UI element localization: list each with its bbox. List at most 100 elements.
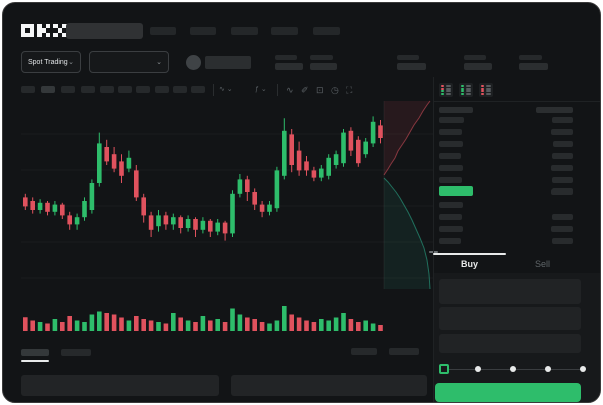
bottom-right-item-0[interactable]	[351, 348, 377, 355]
candle-body	[97, 143, 102, 183]
volume-bar	[45, 323, 50, 331]
bottom-right-item-1[interactable]	[389, 348, 419, 355]
volume-bar	[111, 314, 117, 331]
stat-label-4	[519, 55, 542, 60]
bottom-tab-1[interactable]	[61, 349, 91, 356]
asks-book-view[interactable]	[479, 83, 493, 97]
candle-body	[104, 147, 109, 162]
volume-bar	[141, 319, 146, 331]
candle-body	[193, 219, 198, 230]
slider-stop-3[interactable]	[545, 366, 551, 372]
bid-row-price-3[interactable]	[439, 238, 461, 244]
volume-bar	[67, 316, 72, 331]
last-price-badge[interactable]	[439, 186, 473, 196]
tab-sell[interactable]: Sell	[534, 259, 550, 269]
fullscreen-icon[interactable]: ⛶	[346, 85, 353, 95]
ask-row-price-5[interactable]	[439, 177, 462, 183]
bid-row-price-1[interactable]	[439, 214, 462, 220]
timeframe-button-3[interactable]	[81, 86, 95, 93]
nav-item-4[interactable]	[313, 27, 340, 35]
bid-row-amount-2	[551, 226, 573, 232]
volume-bar	[348, 319, 354, 331]
candle-body	[23, 197, 28, 207]
candle-body	[52, 204, 58, 212]
line-tool-icon[interactable]: ∿	[286, 85, 294, 95]
toolbar-dropdown-1[interactable]: ƒ ⌄	[255, 86, 267, 93]
camera-icon[interactable]: ⊡	[316, 85, 324, 95]
coin-icon	[186, 55, 201, 70]
bids-book-view[interactable]	[459, 83, 473, 97]
buy-submit-button[interactable]	[435, 383, 581, 402]
stat-label-1	[310, 55, 333, 60]
nav-item-2[interactable]	[231, 27, 258, 35]
candle-body	[222, 222, 228, 234]
volume-bar	[171, 313, 176, 331]
volume-bar	[23, 317, 28, 331]
ask-row-price-3[interactable]	[439, 153, 461, 159]
candle-body	[163, 215, 169, 225]
candle-body	[45, 202, 50, 212]
search-input[interactable]	[66, 23, 143, 39]
timeframe-button-0[interactable]	[21, 86, 35, 93]
order-field-1[interactable]	[439, 307, 581, 330]
order-field-2[interactable]	[439, 334, 581, 353]
nav-item-1[interactable]	[190, 27, 216, 35]
okx-logo	[21, 24, 67, 38]
candle-body	[370, 121, 376, 144]
timeframe-button-2[interactable]	[61, 86, 75, 93]
pair-name-placeholder	[205, 56, 251, 69]
volume-bar	[245, 317, 250, 331]
panel-divider	[433, 77, 434, 402]
timeframe-button-4[interactable]	[100, 86, 114, 93]
timeframe-button-8[interactable]	[173, 86, 187, 93]
ask-row-amount-4	[551, 165, 573, 171]
nav-item-3[interactable]	[271, 27, 298, 35]
timeframe-button-1[interactable]	[41, 86, 55, 93]
candle-body	[148, 215, 154, 230]
history-icon[interactable]: ◷	[331, 85, 339, 95]
bottom-tab-0[interactable]	[21, 349, 49, 356]
slider-stop-2[interactable]	[510, 366, 516, 372]
market-type-dropdown[interactable]: Spot Trading ⌄	[21, 51, 81, 73]
volume-bar	[119, 317, 124, 331]
volume-bar	[60, 322, 65, 331]
candle-body	[89, 183, 95, 210]
ask-row-price-1[interactable]	[439, 129, 462, 135]
ask-row-price-2[interactable]	[439, 141, 463, 147]
slider-stop-1[interactable]	[475, 366, 481, 372]
pair-selector-dropdown[interactable]: ⌄	[89, 51, 169, 73]
bid-row-price-2[interactable]	[439, 226, 463, 232]
nav-item-0[interactable]	[150, 27, 176, 35]
volume-bar	[193, 322, 198, 331]
candle-body	[348, 130, 354, 151]
candle-body	[304, 161, 309, 171]
toolbar-divider	[277, 84, 278, 96]
order-field-0[interactable]	[439, 279, 581, 304]
candle-body	[326, 157, 331, 176]
candle-body	[74, 217, 80, 225]
volume-bar	[82, 322, 87, 331]
volume-bar	[185, 320, 191, 331]
timeframe-button-5[interactable]	[118, 86, 132, 93]
volume-bar	[126, 320, 132, 331]
ask-row-amount-2	[553, 141, 573, 147]
stat-value-1	[310, 63, 337, 70]
bottom-panel-0	[21, 375, 219, 396]
tab-buy[interactable]: Buy	[460, 259, 478, 269]
ask-row-price-0[interactable]	[439, 117, 464, 123]
volume-bar	[104, 313, 109, 331]
ask-row-price-4[interactable]	[439, 165, 463, 171]
toolbar-dropdown-0[interactable]: ∿ ⌄	[219, 86, 233, 93]
candlestick-chart[interactable]	[21, 98, 433, 343]
slider-stop-4[interactable]	[580, 366, 586, 372]
logo-letter-X	[53, 24, 67, 38]
timeframe-button-6[interactable]	[136, 86, 150, 93]
draw-tool-icon[interactable]: ✐	[301, 85, 309, 95]
timeframe-button-9[interactable]	[191, 86, 205, 93]
amount-slider-handle[interactable]	[439, 364, 449, 374]
combined-book-view[interactable]	[439, 83, 453, 97]
candle-body	[82, 201, 87, 218]
timeframe-button-7[interactable]	[155, 86, 169, 93]
bid-row-price-0[interactable]	[439, 202, 463, 208]
candle-body	[311, 170, 317, 178]
